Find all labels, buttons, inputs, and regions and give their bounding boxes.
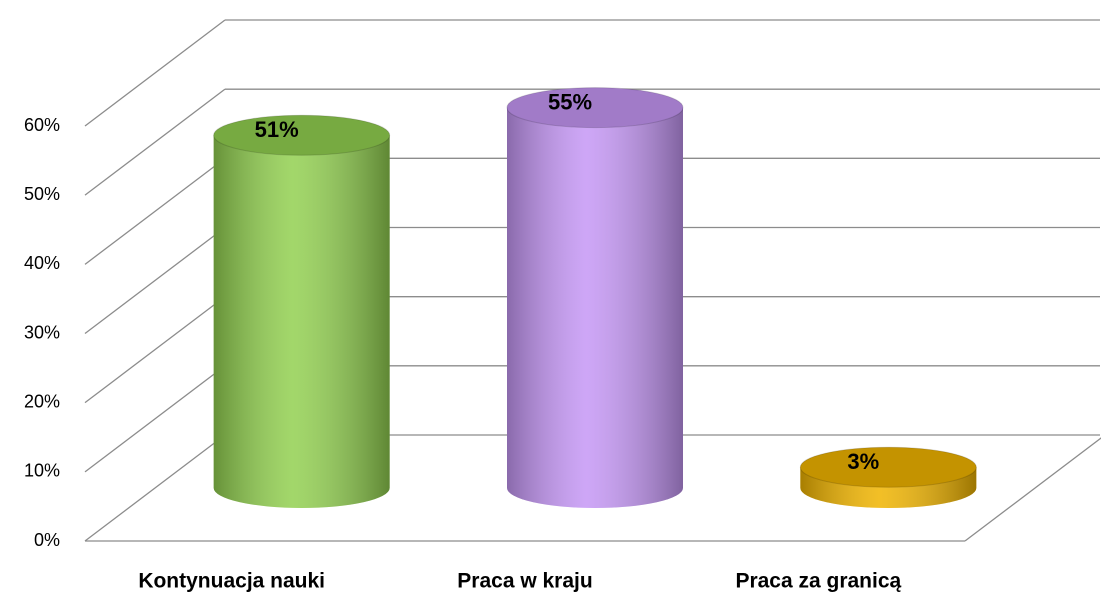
data-label: 55% (548, 89, 592, 114)
y-tick-label: 40% (24, 253, 60, 273)
x-tick-label: Praca w kraju (457, 570, 592, 593)
bar-top-shading (800, 447, 977, 488)
grid-line (84, 226, 226, 335)
bar-shading (507, 107, 683, 508)
y-tick-label: 20% (24, 391, 60, 411)
grid-line (84, 434, 226, 542)
floor-edge (964, 437, 1101, 542)
grid-line (84, 296, 226, 404)
grid-line (84, 88, 226, 196)
data-label: 51% (255, 117, 299, 142)
y-tick-label: 30% (24, 322, 60, 342)
y-tick-label: 50% (24, 184, 60, 204)
bar-top (799, 446, 977, 488)
grid-line (84, 365, 226, 473)
y-tick-label: 60% (24, 115, 60, 135)
bar-shading (213, 135, 390, 508)
bar-top-shading (213, 115, 390, 156)
y-tick-label: 0% (34, 530, 60, 550)
x-tick-label: Kontynuacja nauki (138, 570, 325, 593)
bar-top (213, 114, 391, 156)
x-tick-label: Praca za granicą (735, 570, 901, 593)
grid-line (84, 157, 226, 265)
bar-top-shading (507, 87, 683, 128)
data-label: 3% (847, 449, 879, 474)
y-tick-label: 10% (24, 461, 60, 481)
grid-line (84, 19, 226, 127)
bar-top (506, 87, 684, 129)
